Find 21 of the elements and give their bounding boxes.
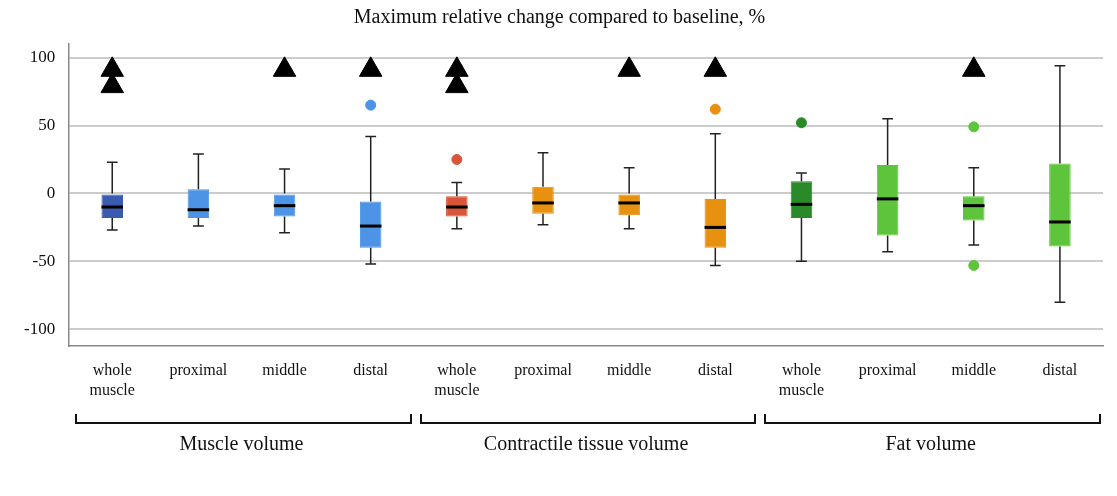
- text: Fat volume: [884, 431, 977, 455]
- x-tick-label: distal: [1042, 361, 1078, 379]
- x-tick-label: distal: [697, 361, 734, 379]
- x-tick-label: whole muscle: [434, 361, 480, 398]
- y-tick-label: -50: [32, 250, 56, 270]
- y-tick-label: 50: [38, 114, 56, 134]
- x-tick-label: middle: [606, 361, 652, 379]
- text: Contractile tissue volume: [482, 431, 690, 455]
- x-tick-label: middle: [951, 361, 996, 379]
- text: Muscle volume: [178, 431, 305, 455]
- x-tick-label: proximal: [514, 361, 573, 380]
- x-tick-label: proximal: [858, 361, 918, 380]
- x-tick-label: whole muscle: [778, 361, 825, 398]
- y-tick-label: 0: [46, 182, 56, 202]
- x-tick-label: distal: [353, 361, 389, 379]
- y-tick-label: -100: [23, 318, 56, 338]
- chart-title: Maximum relative change compared to baseline, %: [353, 5, 766, 29]
- y-tick-label: 100: [29, 47, 56, 67]
- x-tick-label: middle: [262, 361, 307, 379]
- x-tick-label: proximal: [169, 361, 228, 380]
- x-tick-label: whole muscle: [89, 361, 135, 398]
